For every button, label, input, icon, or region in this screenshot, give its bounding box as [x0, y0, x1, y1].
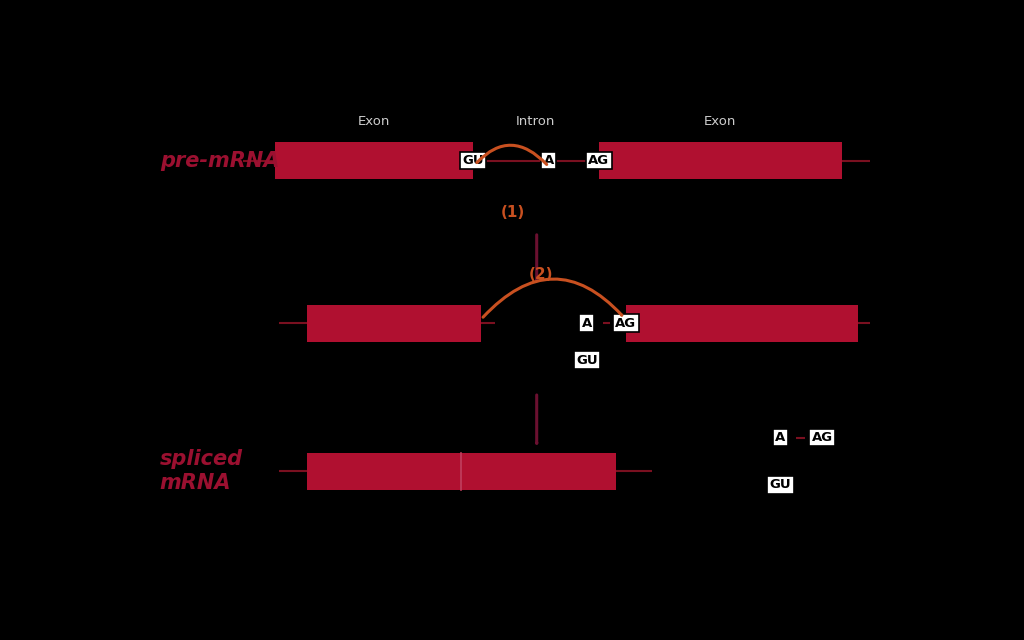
Text: pre-mRNA: pre-mRNA — [160, 150, 280, 171]
Text: spliced
mRNA: spliced mRNA — [160, 449, 243, 493]
Bar — [306, 452, 616, 490]
Text: GU: GU — [769, 478, 792, 492]
Text: AG: AG — [615, 317, 636, 330]
Bar — [599, 142, 843, 179]
Text: (2): (2) — [528, 268, 553, 282]
FancyArrowPatch shape — [483, 279, 622, 317]
FancyArrowPatch shape — [477, 145, 547, 164]
Text: Exon: Exon — [357, 115, 390, 128]
Text: A: A — [544, 154, 554, 167]
Text: (1): (1) — [501, 205, 525, 220]
Text: AG: AG — [588, 154, 609, 167]
Text: GU: GU — [463, 154, 484, 167]
Text: A: A — [775, 431, 785, 444]
Bar — [626, 305, 858, 342]
Bar — [274, 142, 473, 179]
Text: GU: GU — [575, 354, 598, 367]
Text: Intron: Intron — [516, 115, 556, 128]
Bar — [306, 305, 481, 342]
Text: AG: AG — [812, 431, 833, 444]
Text: A: A — [582, 317, 592, 330]
Text: Exon: Exon — [705, 115, 736, 128]
